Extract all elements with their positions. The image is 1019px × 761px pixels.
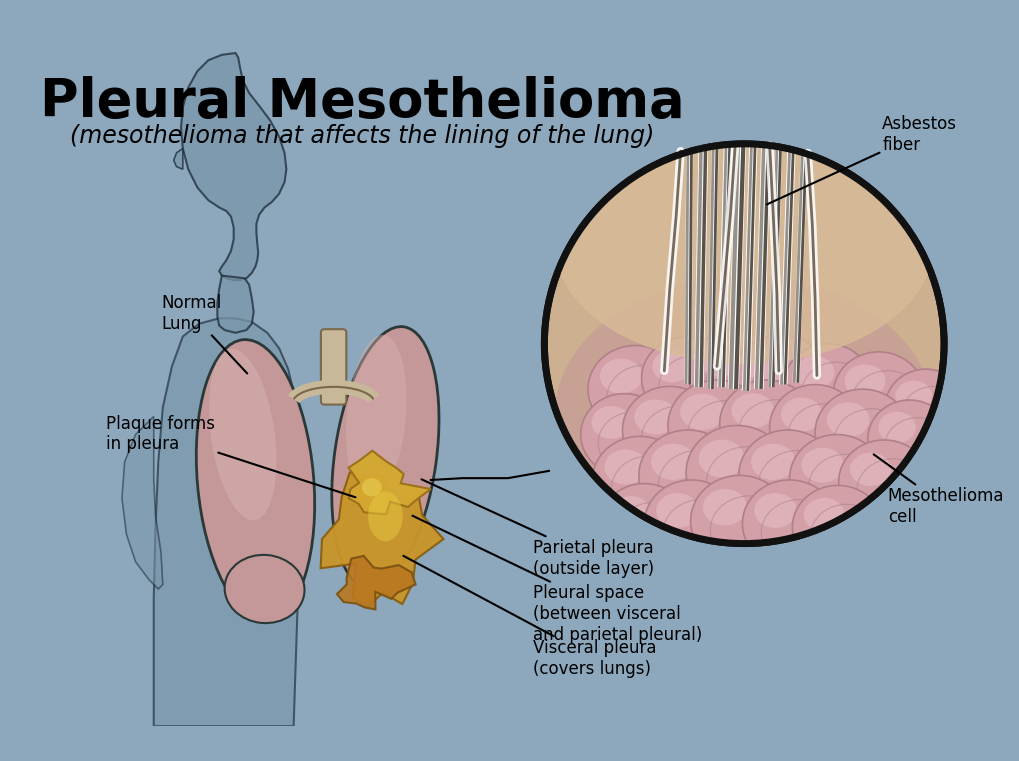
Ellipse shape bbox=[745, 348, 787, 383]
Ellipse shape bbox=[592, 436, 687, 524]
Ellipse shape bbox=[655, 493, 698, 528]
Ellipse shape bbox=[587, 345, 682, 433]
Ellipse shape bbox=[750, 444, 795, 480]
Polygon shape bbox=[173, 148, 182, 169]
Polygon shape bbox=[180, 53, 286, 280]
Text: Plaque forms
in pleura: Plaque forms in pleura bbox=[106, 415, 356, 497]
Ellipse shape bbox=[687, 330, 777, 416]
Text: Pleural Mesothelioma: Pleural Mesothelioma bbox=[41, 75, 685, 128]
Ellipse shape bbox=[884, 369, 966, 445]
Ellipse shape bbox=[209, 349, 276, 520]
Text: Normal
Lung: Normal Lung bbox=[161, 294, 247, 374]
Text: (mesothelioma that affects the lining of the lung): (mesothelioma that affects the lining of… bbox=[70, 124, 654, 148]
Text: Visceral pleura
(covers lungs): Visceral pleura (covers lungs) bbox=[403, 556, 656, 678]
Polygon shape bbox=[320, 473, 443, 607]
Ellipse shape bbox=[738, 430, 836, 521]
Ellipse shape bbox=[553, 124, 933, 364]
Ellipse shape bbox=[652, 349, 691, 382]
Ellipse shape bbox=[622, 387, 716, 473]
FancyBboxPatch shape bbox=[321, 330, 346, 405]
Ellipse shape bbox=[781, 397, 821, 431]
Text: Pleural space
(between visceral
and parietal pleural): Pleural space (between visceral and pari… bbox=[412, 516, 702, 644]
Polygon shape bbox=[348, 451, 430, 514]
Ellipse shape bbox=[699, 343, 740, 377]
Ellipse shape bbox=[789, 435, 883, 522]
Ellipse shape bbox=[742, 480, 836, 567]
Ellipse shape bbox=[580, 393, 667, 476]
Ellipse shape bbox=[838, 440, 928, 524]
Ellipse shape bbox=[345, 335, 407, 498]
Text: Parietal pleura
(outside layer): Parietal pleura (outside layer) bbox=[421, 479, 654, 578]
Ellipse shape bbox=[196, 339, 315, 620]
Ellipse shape bbox=[680, 393, 723, 430]
Ellipse shape bbox=[634, 400, 677, 435]
Ellipse shape bbox=[609, 496, 650, 530]
Ellipse shape bbox=[603, 450, 646, 484]
Polygon shape bbox=[217, 275, 254, 333]
Ellipse shape bbox=[224, 555, 305, 623]
Ellipse shape bbox=[814, 389, 909, 476]
Ellipse shape bbox=[690, 476, 788, 566]
Polygon shape bbox=[154, 318, 301, 726]
Ellipse shape bbox=[849, 453, 890, 486]
Ellipse shape bbox=[667, 380, 765, 471]
Ellipse shape bbox=[644, 480, 738, 567]
Ellipse shape bbox=[753, 493, 796, 528]
Ellipse shape bbox=[769, 384, 860, 470]
Ellipse shape bbox=[792, 486, 882, 569]
Text: Mesothelioma
cell: Mesothelioma cell bbox=[873, 454, 1004, 526]
Ellipse shape bbox=[826, 403, 868, 437]
Ellipse shape bbox=[591, 406, 630, 438]
Ellipse shape bbox=[803, 498, 844, 531]
Ellipse shape bbox=[641, 337, 729, 419]
Ellipse shape bbox=[733, 335, 827, 422]
Ellipse shape bbox=[801, 447, 843, 482]
Ellipse shape bbox=[686, 425, 787, 520]
Ellipse shape bbox=[867, 400, 951, 478]
Ellipse shape bbox=[795, 356, 834, 389]
Ellipse shape bbox=[638, 430, 737, 521]
Ellipse shape bbox=[599, 358, 642, 393]
Ellipse shape bbox=[877, 412, 915, 443]
Ellipse shape bbox=[553, 276, 933, 556]
Ellipse shape bbox=[731, 393, 773, 428]
Ellipse shape bbox=[784, 344, 870, 425]
Ellipse shape bbox=[331, 326, 438, 588]
Ellipse shape bbox=[895, 380, 931, 411]
Polygon shape bbox=[336, 556, 416, 610]
Ellipse shape bbox=[702, 489, 746, 525]
Ellipse shape bbox=[698, 440, 744, 477]
Ellipse shape bbox=[650, 444, 695, 480]
Polygon shape bbox=[122, 416, 163, 589]
Ellipse shape bbox=[833, 352, 923, 435]
Ellipse shape bbox=[598, 483, 689, 567]
Text: Asbestos
fiber: Asbestos fiber bbox=[766, 115, 957, 205]
Circle shape bbox=[544, 144, 944, 543]
Ellipse shape bbox=[368, 492, 403, 541]
Ellipse shape bbox=[362, 478, 381, 496]
Ellipse shape bbox=[719, 380, 813, 467]
Ellipse shape bbox=[844, 365, 884, 398]
